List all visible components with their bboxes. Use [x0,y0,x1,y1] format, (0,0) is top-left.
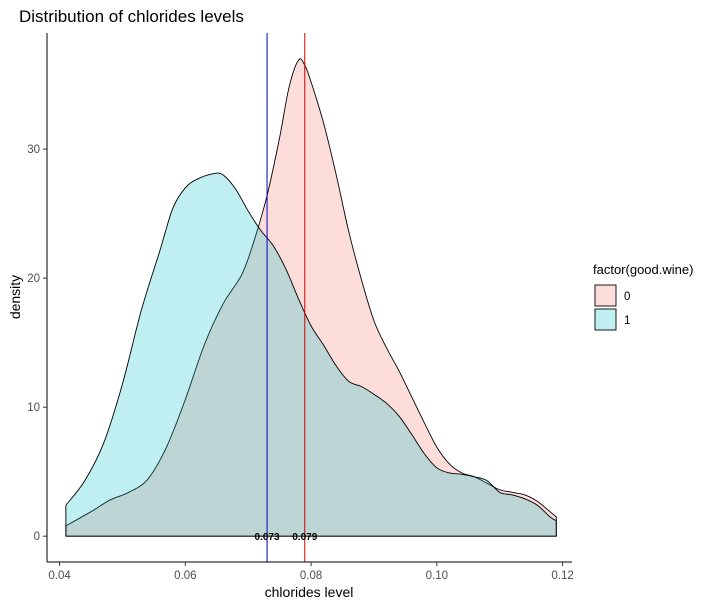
x-tick-label: 0.08 [300,570,322,582]
mean-lines [266,33,306,562]
mean-label-0.073: 0.073 [255,532,280,543]
x-axis-label: chlorides level [265,584,354,600]
y-axis-ticks: 0 10 20 30 [27,144,47,543]
y-axis-label: density [7,275,23,319]
x-tick-label: 0.06 [174,570,196,582]
legend: factor(good.wine) 0 1 [593,262,693,331]
legend-key-1 [594,308,617,331]
density-areas [65,58,557,537]
x-tick-label: 0.10 [426,570,448,582]
y-tick-label: 0 [34,531,40,543]
density-area-1 [65,172,557,537]
y-tick-label: 20 [27,273,40,285]
x-tick-label: 0.04 [48,570,71,582]
chart-title: Distribution of chlorides levels [19,7,244,26]
legend-label-1: 1 [624,315,630,327]
x-axis-ticks: 0.04 0.06 0.08 0.10 0.12 [48,562,574,582]
y-tick-label: 10 [27,402,40,414]
mean-label-0.079: 0.079 [292,532,317,543]
density-area-0 [65,58,557,537]
legend-label-0: 0 [624,291,630,303]
legend-key-0 [594,284,617,307]
y-tick-label: 30 [27,144,40,156]
mean-labels: 0.073 0.079 [255,532,318,543]
x-tick-label: 0.12 [551,570,573,582]
legend-title: factor(good.wine) [593,262,693,277]
